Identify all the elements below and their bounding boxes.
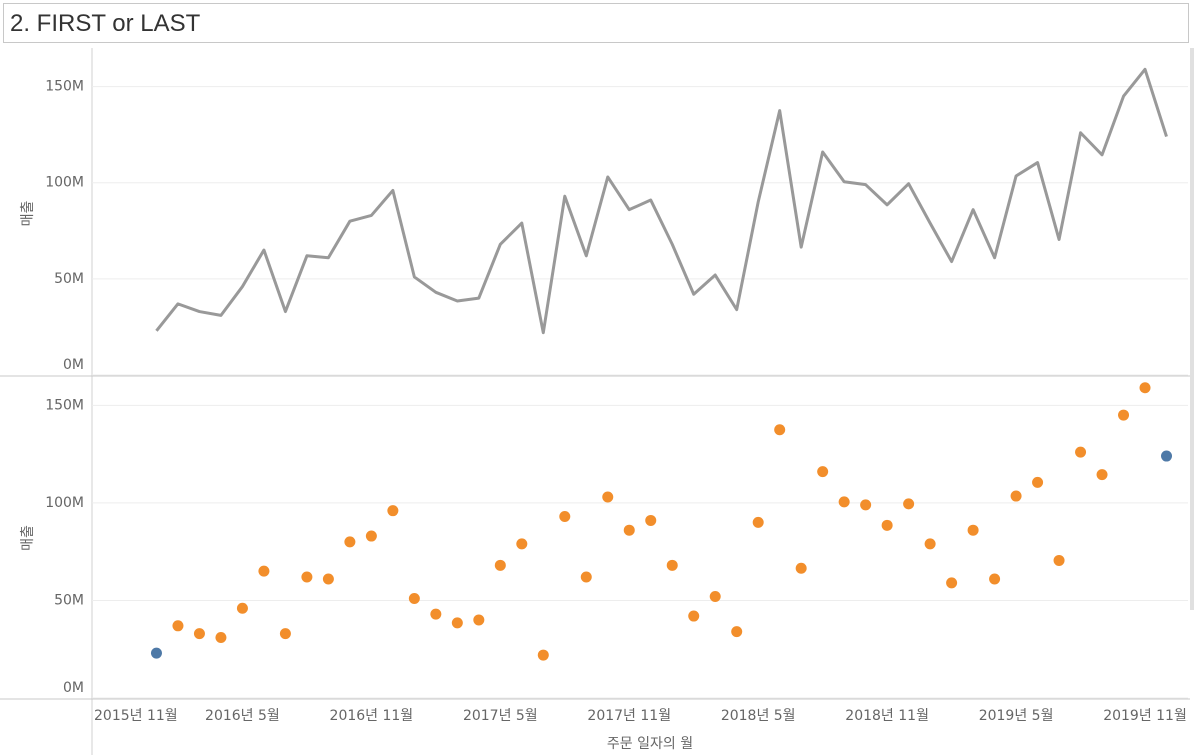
point <box>1139 382 1151 394</box>
point <box>150 647 162 659</box>
point <box>1075 446 1087 458</box>
point <box>236 602 248 614</box>
point <box>301 571 313 583</box>
point <box>365 530 377 542</box>
point <box>451 617 463 629</box>
x-tick-label: 2016년 11월 <box>330 708 414 724</box>
point <box>1161 450 1173 462</box>
point <box>795 562 807 574</box>
point <box>215 632 227 644</box>
point <box>881 519 893 531</box>
dashboard-title: 2. FIRST or LAST <box>3 3 1189 43</box>
point <box>924 538 936 550</box>
point <box>666 559 678 571</box>
point <box>537 649 549 661</box>
x-tick-label: 2018년 11월 <box>845 708 929 724</box>
x-axis-label: 주문 일자의 월 <box>607 736 693 752</box>
point <box>752 516 764 528</box>
point <box>946 577 958 589</box>
point <box>1010 490 1022 502</box>
point <box>344 536 356 548</box>
x-tick-label: 2019년 5월 <box>979 708 1054 724</box>
point <box>838 496 850 508</box>
x-tick-label: 2016년 5월 <box>205 708 280 724</box>
point <box>559 511 571 523</box>
point <box>623 524 635 536</box>
point <box>494 559 506 571</box>
y-tick-label: 150M <box>45 397 84 413</box>
y-tick-label: 0M <box>63 357 84 373</box>
point <box>688 610 700 622</box>
x-tick-label: 2019년 11월 <box>1103 708 1187 724</box>
point <box>408 592 420 604</box>
y-tick-label: 150M <box>45 79 84 95</box>
point <box>731 626 743 638</box>
point <box>193 628 205 640</box>
point <box>989 573 1001 585</box>
point <box>903 498 915 510</box>
point <box>516 538 528 550</box>
y-tick-label: 0M <box>63 680 84 696</box>
point <box>817 466 829 478</box>
x-tick-label: 2017년 5월 <box>463 708 538 724</box>
point <box>709 591 721 603</box>
y-axis-label: 매출 <box>20 201 36 227</box>
point <box>1032 476 1044 488</box>
point <box>1053 554 1065 566</box>
x-tick-label: 2017년 11월 <box>587 708 671 724</box>
point <box>258 565 270 577</box>
point <box>172 620 184 632</box>
point <box>387 505 399 517</box>
y-tick-label: 50M <box>54 592 84 608</box>
point <box>279 628 291 640</box>
point <box>322 573 334 585</box>
point <box>1096 469 1108 481</box>
series-line <box>155 67 1168 335</box>
x-tick-label: 2018년 5월 <box>721 708 796 724</box>
y-tick-label: 100M <box>45 495 84 511</box>
x-tick-label: 2015년 11월 <box>94 708 178 724</box>
point <box>473 614 485 626</box>
point <box>580 571 592 583</box>
point <box>860 499 872 511</box>
y-axis-label: 매출 <box>20 525 36 551</box>
point <box>645 514 657 526</box>
point <box>774 424 786 436</box>
y-tick-label: 100M <box>45 175 84 191</box>
point <box>430 608 442 620</box>
point <box>602 491 614 503</box>
point <box>1118 409 1130 421</box>
point <box>967 524 979 536</box>
y-tick-label: 50M <box>54 271 84 287</box>
